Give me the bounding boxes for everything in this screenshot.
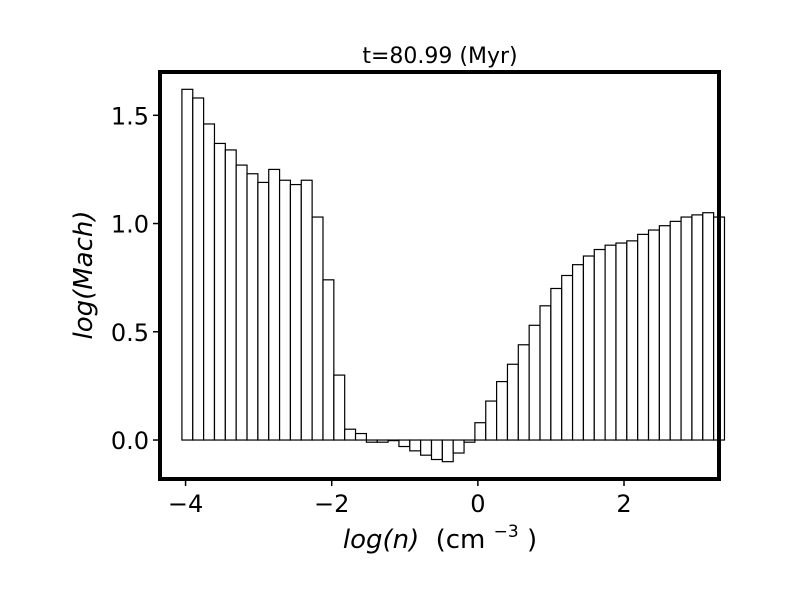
- histogram-bar: [420, 439, 433, 456]
- histogram-bar: [268, 168, 281, 441]
- histogram-bar: [398, 439, 411, 448]
- histogram-bar: [246, 173, 259, 441]
- histogram-bar: [658, 225, 671, 441]
- histogram-bar: [506, 363, 519, 441]
- chart-title: t=80.99 (Myr): [362, 44, 517, 69]
- histogram-bar: [669, 220, 682, 441]
- x-axis-label-unit: (cm: [436, 525, 486, 555]
- histogram-bar: [561, 274, 574, 441]
- histogram-bar: [257, 181, 270, 441]
- x-tick-label: 0: [470, 490, 485, 518]
- histogram-bar: [550, 287, 563, 441]
- x-axis-label-italic: log(n): [343, 525, 419, 555]
- histogram-bar: [441, 439, 454, 463]
- histogram-bar: [333, 374, 346, 441]
- histogram-bar: [278, 179, 292, 441]
- histogram-bar: [311, 216, 324, 441]
- histogram-bar: [582, 255, 595, 441]
- histogram-bar: [647, 229, 660, 441]
- histogram-bar: [463, 439, 476, 443]
- y-axis-label: log(Mach): [69, 210, 99, 339]
- x-tick-label: −4: [168, 490, 203, 518]
- plot-frame: [158, 70, 721, 481]
- histogram-bar: [181, 88, 194, 441]
- x-axis-label-exponent: −3: [494, 522, 519, 542]
- histogram-bar: [604, 244, 617, 441]
- histogram-bar: [702, 212, 715, 441]
- histogram-bar: [300, 179, 313, 441]
- x-axis-label-close: ): [527, 525, 537, 555]
- y-tick-label: 0.5: [111, 319, 149, 347]
- histogram-bar: [376, 439, 389, 443]
- histogram-bar: [235, 164, 248, 441]
- histogram-bar: [528, 324, 541, 441]
- histogram-bar: [213, 142, 226, 441]
- histogram-bar: [365, 439, 378, 443]
- histogram-bar: [691, 214, 704, 441]
- x-axis-label: log(n) (cm −3 ): [343, 514, 537, 555]
- histogram-bar: [322, 279, 335, 441]
- histogram-bar: [496, 380, 509, 441]
- histogram-bar: [430, 439, 443, 461]
- histogram-bar: [517, 344, 530, 441]
- histogram-bar: [485, 400, 498, 441]
- histogram-bar: [571, 264, 585, 441]
- histogram-bar: [344, 428, 357, 441]
- y-axis: 0.0 0.5 1.0 1.5: [111, 102, 160, 455]
- histogram-bar: [680, 216, 693, 441]
- histogram-bar: [289, 183, 302, 441]
- histogram-bar: [203, 123, 216, 441]
- histogram-bar: [615, 242, 628, 441]
- histogram-bar: [409, 439, 422, 452]
- histogram-bar: [224, 149, 237, 441]
- histogram-bar: [387, 439, 400, 442]
- x-axis: −4 −2 0 2: [168, 479, 632, 518]
- y-tick-label: 1.0: [111, 211, 149, 239]
- histogram-bar: [192, 97, 205, 441]
- bars-group: [181, 88, 726, 463]
- y-tick-label: 1.5: [111, 102, 149, 130]
- histogram-bar: [452, 439, 465, 454]
- y-tick-label: 0.0: [111, 427, 149, 455]
- histogram-bar: [593, 248, 606, 441]
- histogram-bar: [354, 432, 367, 441]
- histogram-bar: [637, 233, 650, 441]
- histogram-bar: [474, 422, 487, 441]
- x-tick-label: −2: [314, 490, 349, 518]
- histogram-bar: [626, 240, 639, 441]
- histogram-bar: [539, 305, 552, 441]
- x-tick-label: 2: [616, 490, 631, 518]
